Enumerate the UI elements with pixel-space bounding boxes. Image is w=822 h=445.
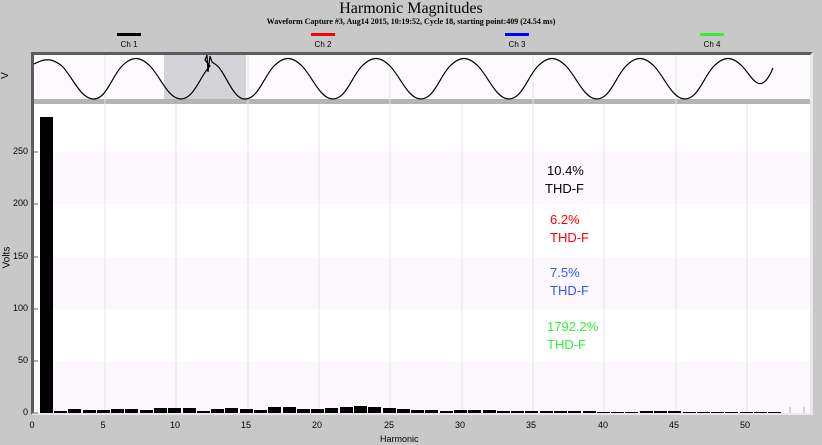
x-tick-label: 50 bbox=[739, 420, 750, 430]
y-tick-label: 200 bbox=[12, 198, 28, 208]
x-tick-label: 15 bbox=[240, 420, 251, 430]
legend-swatch-icon bbox=[311, 33, 335, 36]
legend-label: Ch 3 bbox=[508, 40, 526, 49]
thd-value: 6.2% bbox=[550, 212, 580, 227]
x-tick-label: 40 bbox=[597, 420, 608, 430]
x-tick-label: 0 bbox=[29, 420, 35, 430]
thd-label: THD-F bbox=[545, 181, 584, 196]
y-tick-label: 50 bbox=[17, 355, 28, 365]
waveform-separator bbox=[34, 99, 810, 104]
legend-ch4[interactable]: Ch 4 bbox=[692, 33, 732, 49]
chart-title: Harmonic Magnitudes bbox=[339, 0, 483, 17]
legend-ch2[interactable]: Ch 2 bbox=[303, 33, 343, 49]
x-tick-label: 30 bbox=[454, 420, 465, 430]
thd-ch3: 7.5% THD-F bbox=[550, 264, 589, 300]
x-tick-label: 20 bbox=[311, 420, 322, 430]
legend-label: Ch 4 bbox=[703, 40, 721, 49]
thd-label: THD-F bbox=[547, 337, 586, 352]
thd-label: THD-F bbox=[550, 283, 589, 298]
x-tick-label: 10 bbox=[169, 420, 180, 430]
legend-swatch-icon bbox=[700, 33, 724, 36]
thd-value: 10.4% bbox=[547, 163, 584, 178]
legend-swatch-icon bbox=[505, 33, 529, 36]
legend-ch1[interactable]: Ch 1 bbox=[109, 33, 149, 49]
thd-ch1: 10.4% THD-F bbox=[545, 162, 584, 198]
y-tick-label: 250 bbox=[12, 146, 28, 156]
thd-value: 7.5% bbox=[550, 265, 580, 280]
x-tick-label: 25 bbox=[383, 420, 394, 430]
y-tick-label: 150 bbox=[12, 251, 28, 261]
waveform-panel[interactable] bbox=[34, 55, 810, 100]
y-axis-title: Volts bbox=[1, 246, 13, 269]
x-tick-label: 45 bbox=[668, 420, 679, 430]
thd-value: 1792.2% bbox=[547, 319, 599, 334]
chart-subtitle: Waveform Capture #3, Aug14 2015, 10:19:5… bbox=[266, 17, 556, 26]
thd-ch4: 1792.2% THD-F bbox=[547, 318, 598, 354]
y-tick-label: 0 bbox=[22, 407, 28, 417]
y-tick-label: 100 bbox=[12, 303, 28, 313]
legend-ch3[interactable]: Ch 3 bbox=[497, 33, 537, 49]
x-axis-title: Harmonic bbox=[380, 434, 419, 444]
x-tick-label: 5 bbox=[100, 420, 106, 430]
thd-ch2: 6.2% THD-F bbox=[550, 211, 589, 247]
legend-label: Ch 2 bbox=[314, 40, 332, 49]
thd-label: THD-F bbox=[550, 230, 589, 245]
x-tick-label: 35 bbox=[525, 420, 536, 430]
legend-swatch-icon bbox=[117, 33, 141, 36]
legend-label: Ch 1 bbox=[120, 40, 138, 49]
